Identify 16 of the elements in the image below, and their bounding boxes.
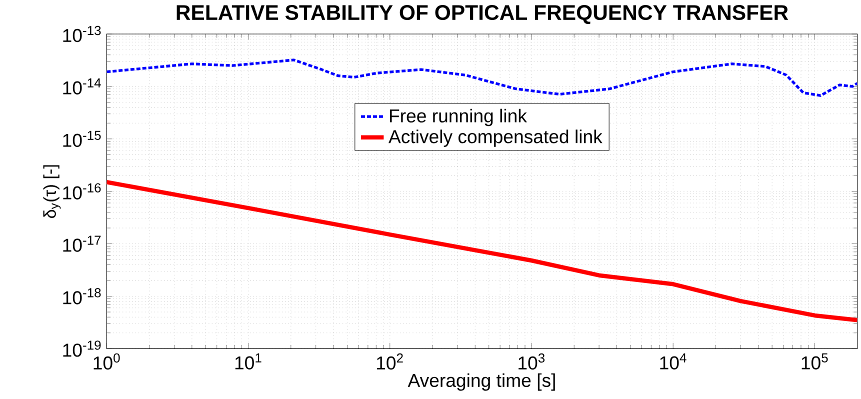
legend-label: Free running link [390,108,527,126]
y-tick-label: 10$^{-13}$ [63,26,101,42]
y-tick-label: 10$^{-18}$ [63,288,101,304]
x-axis-title: Averaging time [s] [408,373,555,391]
x-tick-label: 10$^{1}$ [235,353,262,370]
y-tick-label: 10$^{-16}$ [63,183,101,200]
x-tick-label: 10$^{5}$ [802,353,828,370]
y-tick-label: 10$^{-15}$ [63,130,101,147]
legend-label: Actively compensated link [388,129,602,147]
y-axis-title: δ$_{y}$(τ) [-] [43,165,61,218]
chart-title: RELATIVE STABILITY OF OPTICAL FREQUENCY TRANSFER [176,4,788,24]
x-tick-label: 10$^{2}$ [377,353,403,370]
x-tick-label: 10$^{4}$ [660,353,686,370]
x-tick-label: 10$^{3}$ [518,353,545,370]
y-tick-label: 10$^{-14}$ [63,78,101,94]
y-tick-label: 10$^{-17}$ [63,236,101,252]
